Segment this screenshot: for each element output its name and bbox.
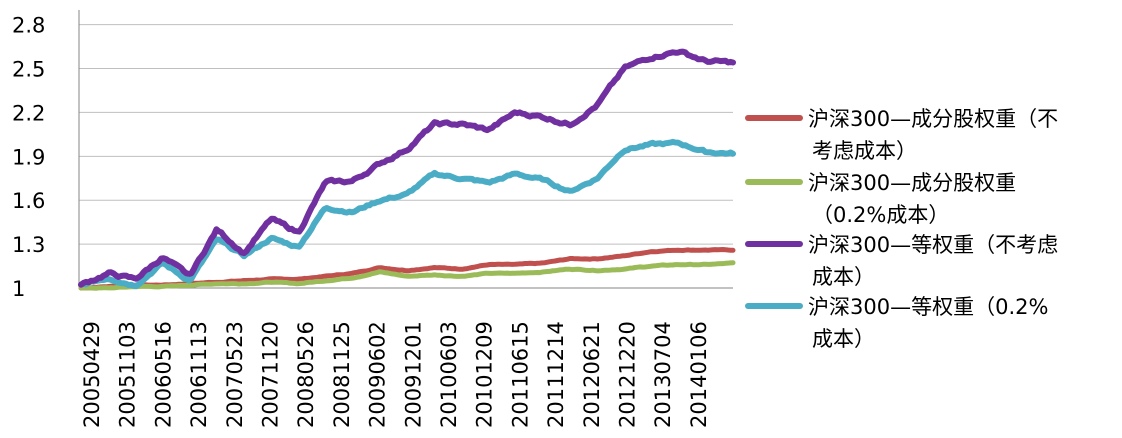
legend-label: 考虑成本） [812,139,917,163]
series-lines [78,48,736,291]
x-tick-label: 20140106 [687,321,711,428]
series-line [78,138,736,290]
legend-label: 沪深300—等权重（不考虑 [808,233,1058,257]
y-tick-label: 2.8 [12,14,45,38]
y-tick-label: 2.2 [12,101,45,125]
legend-label: 沪深300—成分股权重 [808,171,1016,195]
x-tick-label: 20120621 [580,321,604,428]
legend-label: 沪深300—成分股权重（不 [808,107,1058,131]
series-line [78,48,736,288]
legend-label: （0.2%成本） [812,203,949,227]
x-tick-label: 20061113 [187,321,211,428]
x-tick-label: 20110615 [508,321,532,428]
x-tick-label: 20101209 [473,321,497,428]
x-tick-label: 20051103 [116,321,140,428]
y-tick-label: 1 [12,277,25,301]
series-line [78,260,736,291]
y-tick-label: 1.6 [12,189,45,213]
x-tick-label: 20081125 [330,321,354,428]
x-tick-label: 20121220 [616,321,640,428]
x-tick-label: 20050429 [80,321,104,428]
y-tick-label: 1.9 [12,145,45,169]
y-tick-label: 1.3 [12,233,45,257]
x-tick-label: 20100603 [437,321,461,428]
x-tick-label: 20080526 [294,321,318,428]
x-tick-label: 20091201 [401,321,425,428]
y-axis: 1 1.3 1.6 1.9 2.2 2.5 2.8 [12,10,80,301]
legend-label: 沪深300—等权重（0.2% [808,295,1048,319]
x-tick-label: 20060516 [151,321,175,428]
legend-label: 成本） [812,327,875,351]
y-tick-label: 2.5 [12,58,45,82]
x-axis: 20050429 20051103 20060516 20061113 20070523… [79,287,733,428]
x-tick-label: 20111214 [544,321,568,428]
x-tick-label: 20130704 [651,321,675,428]
x-tick-label: 20071120 [259,321,283,428]
x-tick-label: 20070523 [223,321,247,428]
legend-label: 成本） [812,265,875,289]
grid-lines [79,24,733,245]
x-tick-label: 20090602 [366,321,390,428]
